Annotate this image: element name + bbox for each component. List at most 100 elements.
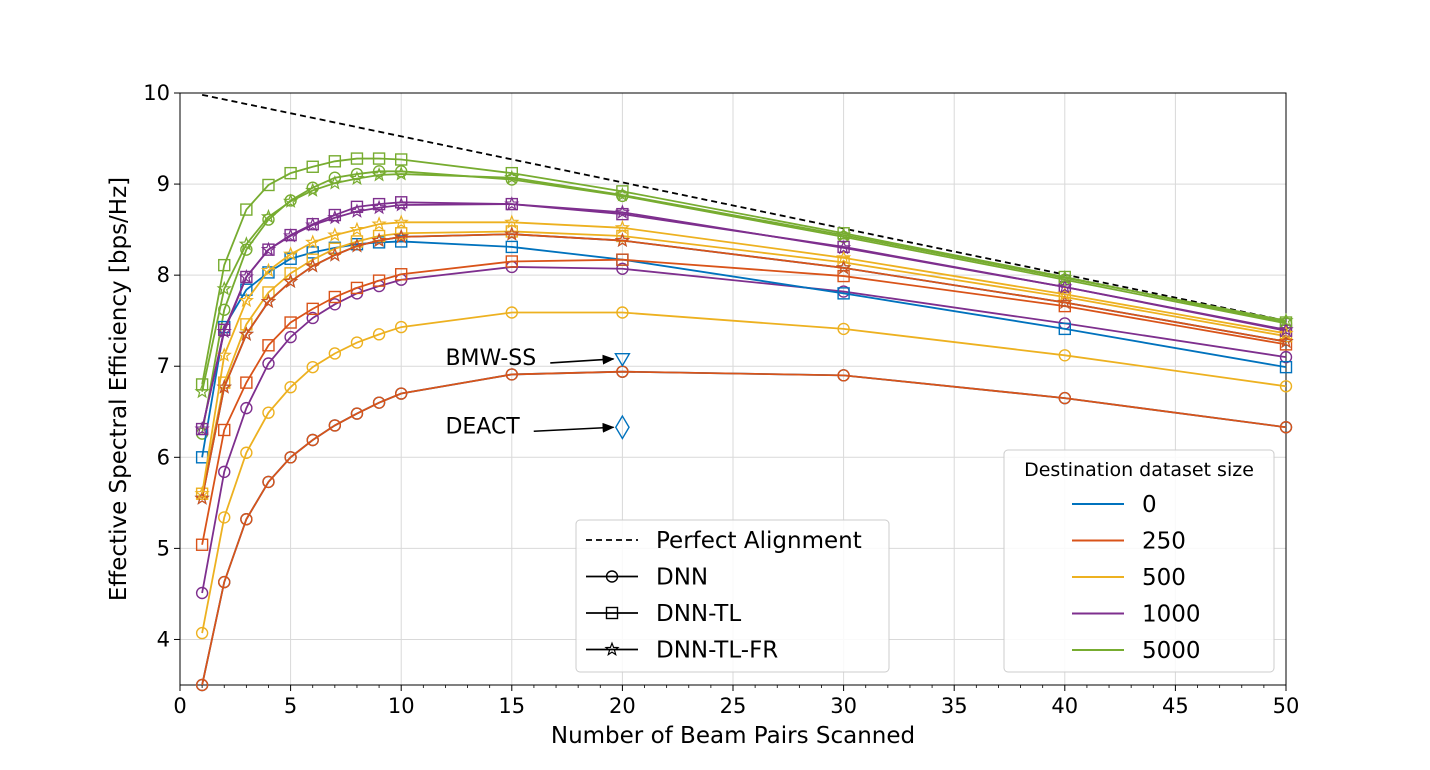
data-point <box>262 213 275 226</box>
data-point <box>350 200 364 214</box>
data-point <box>1058 299 1072 313</box>
annotations: BMW-SS DEACT <box>445 346 631 440</box>
data-point <box>328 155 342 168</box>
series-dnn-tl-fr-250 <box>194 226 1294 505</box>
data-point <box>614 187 631 202</box>
legend-label: 1000 <box>1142 602 1201 628</box>
data-point <box>1278 312 1294 328</box>
data-point <box>195 586 209 600</box>
legend-entry: DNN-TL <box>586 601 741 627</box>
data-point <box>305 234 321 249</box>
data-point <box>1278 321 1294 337</box>
data-point <box>282 273 299 289</box>
y-tick-label: 10 <box>143 81 170 105</box>
legend-label: DNN-TL-FR <box>656 638 778 664</box>
y-tick-label: 6 <box>157 445 170 469</box>
legend-label: Perfect Alignment <box>656 528 862 554</box>
series-line <box>201 311 1287 634</box>
x-tick-label: 5 <box>284 694 297 718</box>
data-point <box>262 475 275 489</box>
series-dnn-tl-fr-5000 <box>194 166 1294 399</box>
data-point <box>195 678 209 692</box>
series-dnn-tl-250 <box>195 253 1293 551</box>
data-point <box>837 369 850 382</box>
data-point <box>1279 380 1293 393</box>
data-point <box>1279 350 1293 364</box>
data-point <box>372 328 386 341</box>
data-point <box>395 153 408 166</box>
data-point <box>327 209 343 225</box>
x-axis-label: Number of Beam Pairs Scanned <box>551 723 915 749</box>
data-point <box>218 511 231 524</box>
data-point <box>306 246 319 259</box>
data-point <box>260 262 277 278</box>
x-tick-label: 0 <box>173 694 186 718</box>
data-point <box>218 465 231 479</box>
series-dnn-250 <box>195 365 1293 692</box>
series-line <box>201 203 1287 430</box>
legend-label: 0 <box>1142 492 1157 518</box>
data-point <box>328 347 342 360</box>
data-point <box>350 281 364 295</box>
data-point <box>393 197 409 212</box>
data-point <box>1058 349 1072 362</box>
data-point <box>240 203 253 216</box>
series-line <box>201 221 1287 494</box>
legend-marker-swatch <box>605 570 619 583</box>
data-point <box>327 175 343 190</box>
data-point <box>350 336 364 349</box>
data-point <box>218 258 231 272</box>
data-point <box>262 178 275 192</box>
x-tick-label: 45 <box>1162 694 1189 718</box>
series-line <box>201 370 1287 686</box>
data-point <box>614 219 631 235</box>
data-point <box>194 421 210 436</box>
data-point <box>262 286 275 299</box>
y-tick-label: 8 <box>157 263 170 287</box>
data-point <box>262 266 275 279</box>
legend-entry: 0 <box>1072 492 1157 518</box>
data-point <box>305 217 321 232</box>
legend-sizes: Destination dataset size 0 250 500 1000 5000 <box>1003 449 1275 673</box>
data-point <box>616 262 629 275</box>
data-point <box>505 240 518 254</box>
series-dnn-500 <box>195 306 1293 640</box>
legend-entry: 250 <box>1072 529 1186 555</box>
data-point <box>238 326 254 341</box>
data-point <box>395 320 408 334</box>
data-point <box>260 293 277 309</box>
series-line <box>201 258 1287 545</box>
data-point <box>371 216 387 231</box>
data-point <box>1058 322 1072 336</box>
x-tick-label: 20 <box>609 694 636 718</box>
data-point <box>328 298 342 311</box>
annotation-arrow <box>533 422 615 433</box>
data-point <box>240 318 253 331</box>
data-point <box>262 357 275 370</box>
x-tick-label: 10 <box>388 694 415 718</box>
data-point <box>218 423 231 437</box>
data-point <box>327 247 343 262</box>
data-point <box>835 259 852 275</box>
data-point <box>395 235 408 248</box>
data-point <box>504 214 520 229</box>
data-point <box>835 227 852 242</box>
data-point <box>614 232 631 248</box>
data-point <box>1058 391 1072 405</box>
data-point <box>835 239 852 255</box>
legend-marker-swatch <box>605 606 619 620</box>
data-point <box>504 196 520 211</box>
annotation-bmw-ss-label: BMW-SS <box>445 346 536 371</box>
legend-box <box>575 519 890 673</box>
legend-entry: DNN-TL-FR <box>586 638 778 664</box>
legend-styles: Perfect Alignment DNN DNN-TL DNN-TL-FR <box>575 519 890 673</box>
data-point <box>238 268 254 284</box>
series-dnn-tl-0 <box>195 235 1293 464</box>
data-point <box>1057 269 1073 285</box>
y-axis-label: Effective Spectral Efficiency [bps/Hz] <box>106 177 132 601</box>
data-point <box>616 306 629 319</box>
data-point <box>835 249 852 265</box>
legend-entry: 5000 <box>1072 638 1201 664</box>
